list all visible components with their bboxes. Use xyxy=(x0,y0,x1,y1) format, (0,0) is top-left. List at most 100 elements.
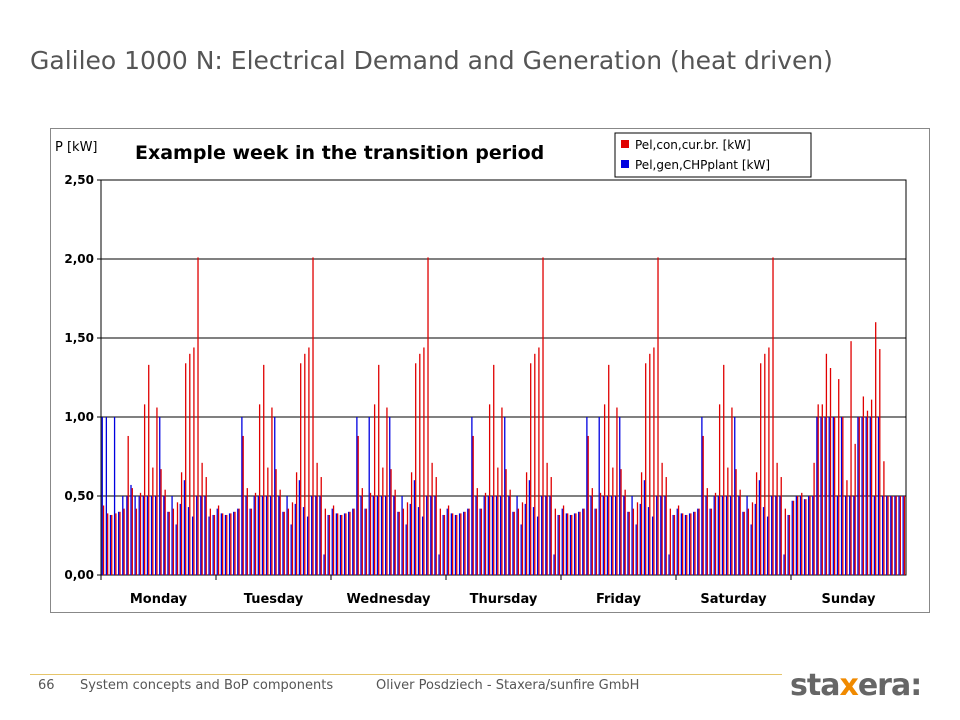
bar-blue xyxy=(602,496,604,575)
bar-red xyxy=(776,462,778,575)
bar-blue xyxy=(327,514,329,575)
bar-red xyxy=(217,505,220,575)
bar-red xyxy=(583,508,585,575)
bar-red xyxy=(205,477,207,575)
y-axis-label: P [kW] xyxy=(55,140,98,155)
bar-blue xyxy=(836,496,839,575)
bar-red xyxy=(172,508,175,575)
bar-blue xyxy=(651,516,654,575)
bar-red xyxy=(530,363,532,575)
bar-blue xyxy=(446,508,448,575)
bar-blue xyxy=(894,496,896,575)
bar-red xyxy=(193,347,195,575)
bar-red xyxy=(710,508,713,575)
bar-red xyxy=(164,489,166,575)
bar-red xyxy=(287,508,290,575)
bar-blue xyxy=(701,417,703,575)
bar-red xyxy=(369,492,372,575)
bar-red xyxy=(160,469,162,575)
bar-red xyxy=(714,492,717,575)
bar-red xyxy=(554,508,556,575)
bar-blue xyxy=(771,496,773,575)
x-tick-label: Sunday xyxy=(821,592,876,607)
bar-blue xyxy=(331,508,333,575)
chart-legend: Pel,con,cur.br. [kW] Pel,gen,CHPplant [k… xyxy=(614,132,812,178)
bar-blue xyxy=(779,496,781,575)
bar-red xyxy=(156,407,158,575)
bar-blue xyxy=(721,496,724,575)
bar-blue xyxy=(573,513,576,575)
bar-red xyxy=(373,404,376,575)
bar-red xyxy=(838,379,840,575)
bar-blue xyxy=(742,511,744,575)
bar-red xyxy=(267,467,269,575)
bar-blue xyxy=(536,516,539,575)
bar-red xyxy=(304,353,306,575)
bar-red xyxy=(858,417,860,575)
bar-red xyxy=(723,364,725,575)
bar-red xyxy=(115,513,117,575)
x-tick-label: Saturday xyxy=(700,592,767,607)
bar-red xyxy=(743,511,745,575)
bar-blue xyxy=(154,496,157,575)
bar-blue xyxy=(159,417,161,575)
bar-red xyxy=(431,462,433,575)
bar-red xyxy=(825,353,828,575)
bar-red xyxy=(484,492,487,575)
footer-divider xyxy=(30,674,782,675)
bar-blue xyxy=(269,496,272,575)
bar-blue xyxy=(849,496,851,575)
bar-red xyxy=(854,443,856,575)
bar-red xyxy=(603,404,606,575)
bar-red xyxy=(427,257,429,575)
bar-blue xyxy=(844,496,847,575)
bar-blue xyxy=(364,508,366,575)
bar-red xyxy=(419,353,421,575)
bar-red xyxy=(649,353,651,575)
bar-blue xyxy=(348,511,350,575)
x-tick-label: Wednesday xyxy=(347,592,431,607)
bar-blue xyxy=(647,507,650,575)
chart-title: Example week in the transition period xyxy=(135,142,544,164)
bar-red xyxy=(739,489,741,575)
bar-blue xyxy=(512,511,514,575)
bar-blue xyxy=(808,496,810,575)
bar-red xyxy=(875,322,877,575)
footer-section: System concepts and BoP components xyxy=(80,678,334,693)
bar-blue xyxy=(820,417,822,575)
bar-red xyxy=(300,363,302,575)
bar-red xyxy=(829,368,832,575)
bar-red xyxy=(263,364,265,575)
bar-red xyxy=(579,511,581,575)
bar-blue xyxy=(487,496,489,575)
bar-blue xyxy=(619,417,621,575)
bar-blue xyxy=(873,496,876,575)
bar-blue xyxy=(401,496,403,575)
bar-red xyxy=(501,407,503,575)
bar-red xyxy=(283,511,285,575)
bar-blue xyxy=(315,496,317,575)
bar-red xyxy=(271,407,273,575)
bar-red xyxy=(238,508,240,575)
bar-blue xyxy=(101,417,103,575)
bar-blue xyxy=(479,508,481,575)
bar-red xyxy=(509,489,511,575)
bar-red xyxy=(895,496,897,575)
bar-red xyxy=(139,492,142,575)
bar-red xyxy=(361,488,363,575)
bar-red xyxy=(131,488,133,575)
bar-blue xyxy=(196,496,198,575)
bar-blue xyxy=(697,508,699,575)
bar-blue xyxy=(729,496,732,575)
bar-blue xyxy=(434,496,436,575)
bar-blue xyxy=(413,480,416,575)
bar-red xyxy=(866,410,869,575)
bar-blue xyxy=(335,513,338,575)
bar-blue xyxy=(319,496,321,575)
legend-label-series-1: Pel,con,cur.br. [kW] xyxy=(635,138,751,152)
bar-blue xyxy=(150,496,153,575)
y-tick-label: 1,00 xyxy=(64,410,94,424)
bar-red xyxy=(562,505,565,575)
bar-red xyxy=(493,364,495,575)
bar-red xyxy=(718,404,721,575)
